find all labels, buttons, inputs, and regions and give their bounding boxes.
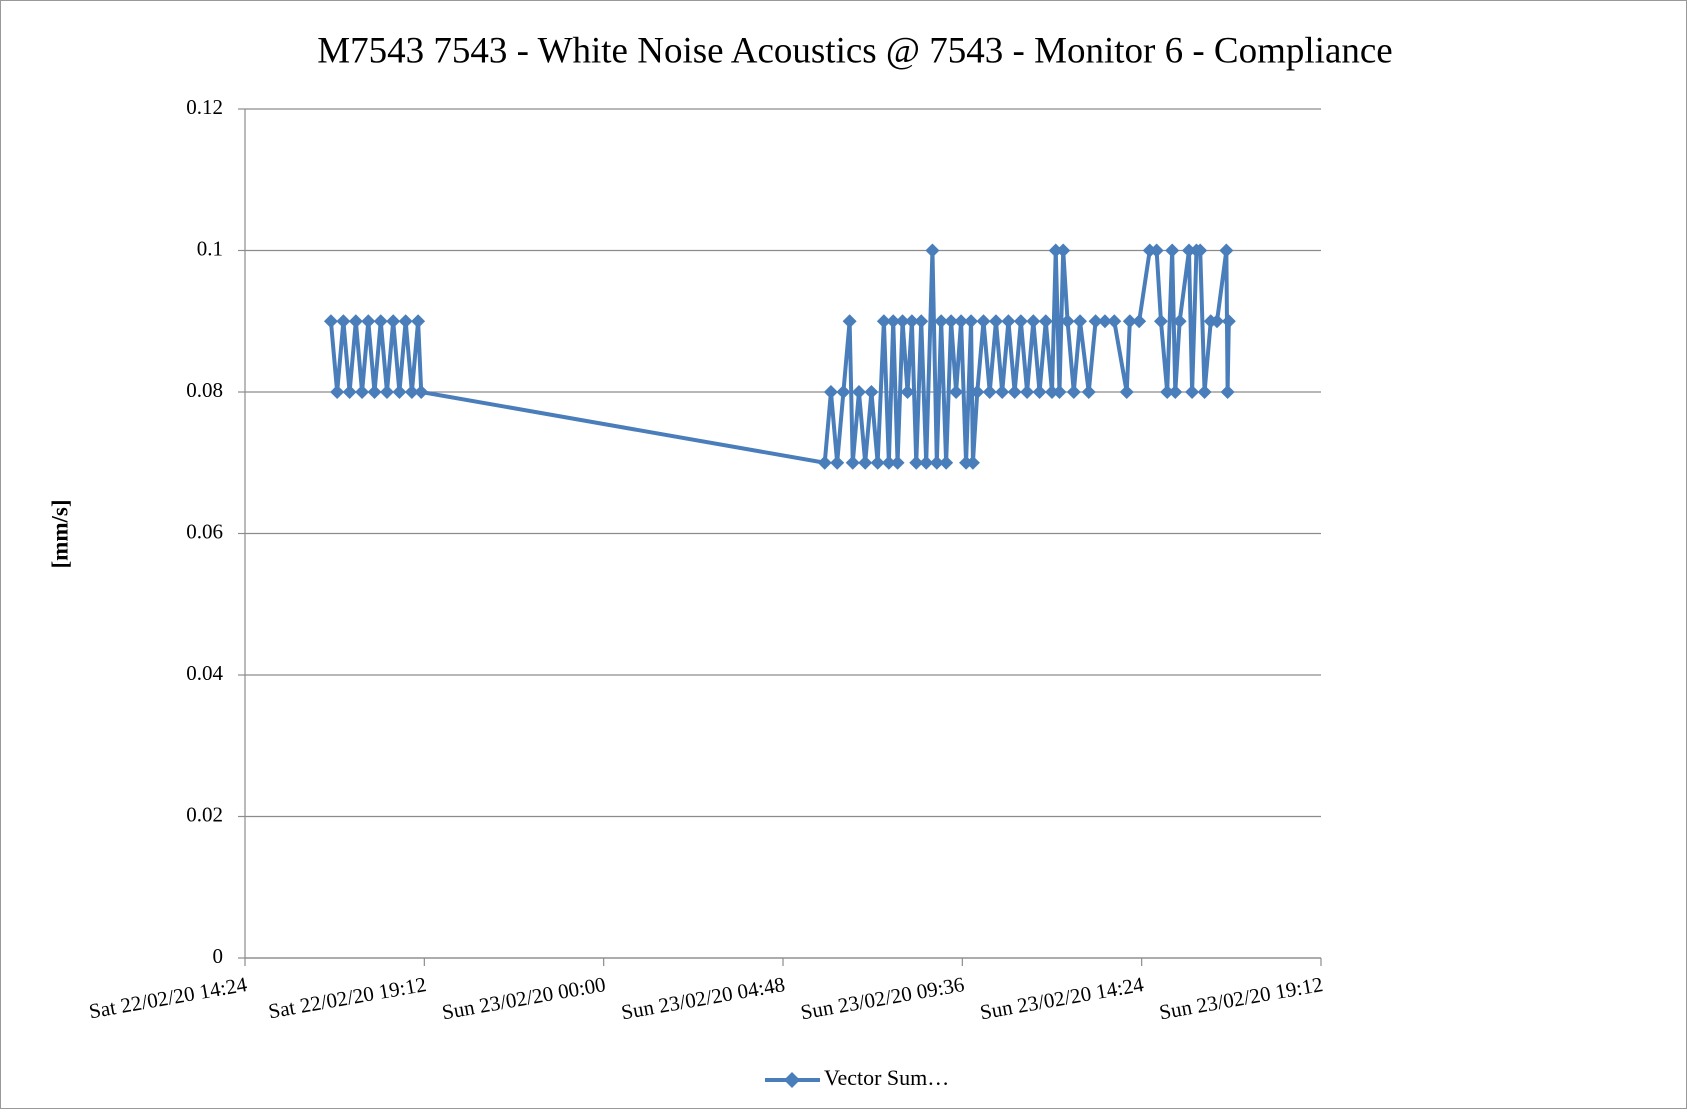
y-tick-label: 0.1 [197,236,223,260]
data-point [965,455,980,470]
data-point [964,314,979,329]
data-point [1185,385,1200,399]
data-point [954,314,969,329]
data-point [1081,385,1096,399]
data-point [1149,243,1164,258]
data-point [830,455,845,470]
y-tick-label: 0 [213,944,224,968]
data-point [881,455,896,470]
data-point [909,455,924,470]
data-point [1107,314,1122,329]
data-point [970,385,985,399]
data-point [864,385,879,399]
data-point [895,314,910,329]
data-point [1052,385,1067,399]
data-point [1119,385,1134,399]
data-point [919,455,934,470]
data-point [1097,314,1112,329]
data-point [949,385,964,399]
data-point [1045,385,1059,399]
data-point [1020,385,1035,399]
data-point [1001,314,1016,329]
data-point [404,385,419,399]
data-point [904,314,919,329]
data-point [355,385,370,399]
data-point [342,385,357,399]
data-point [858,455,873,470]
data-point [886,314,901,329]
y-tick-label: 0.02 [186,802,223,826]
data-point [1026,314,1041,329]
data-point [1066,385,1081,399]
data-point [823,385,838,399]
data-point [414,385,429,399]
data-point [348,314,363,329]
y-tick-label: 0.06 [186,519,223,543]
y-axis-label: [mm/s] [47,500,72,569]
data-point [1181,243,1196,258]
data-point [1013,314,1028,329]
data-point [379,385,394,399]
data-point [1132,314,1147,329]
data-point [845,455,860,470]
legend-marker [784,1072,800,1088]
data-point [1032,385,1047,399]
data-point [842,314,857,329]
data-point [1048,243,1063,258]
data-point [398,314,413,329]
data-point [1210,314,1225,329]
data-point [900,385,915,399]
data-point [914,314,929,329]
data-point [411,314,426,329]
y-tick-label: 0.12 [186,95,223,119]
data-point [1038,314,1053,329]
y-tick-label: 0.04 [186,661,223,685]
data-point [934,314,949,329]
data-point [1160,385,1175,399]
data-point [1193,243,1208,258]
data-point [1165,243,1180,258]
data-point [1122,314,1137,329]
data-point [995,385,1010,399]
data-point [939,455,954,470]
y-tick-label: 0.08 [186,378,223,402]
data-point [890,455,905,470]
data-point [1088,314,1103,329]
data-point [988,314,1003,329]
data-point [944,314,959,329]
data-point [1221,314,1236,329]
data-point [330,385,345,399]
data-point [929,455,944,470]
data-point [1197,385,1212,399]
legend-label: Vector Sum… [824,1065,949,1090]
data-point [361,314,376,329]
data-point [836,385,851,399]
data-point [1168,385,1183,399]
data-point [386,314,401,329]
data-point [1219,243,1234,258]
data-point [1060,314,1075,329]
data-point [876,314,891,329]
chart-title: M7543 7543 - White Noise Acoustics @ 754… [317,30,1392,71]
data-point [323,314,338,329]
data-point [982,385,997,399]
data-point [373,314,388,329]
data-point [870,455,885,470]
data-point [1007,385,1022,399]
data-point [1172,314,1187,329]
data-point [392,385,407,399]
data-point [1056,243,1071,258]
data-point [851,385,866,399]
data-point [1153,314,1168,329]
data-point [1220,385,1235,399]
data-point [367,385,382,399]
data-point [925,243,940,258]
data-point [336,314,351,329]
data-point [976,314,991,329]
data-point [1073,314,1088,329]
data-point [817,455,832,470]
